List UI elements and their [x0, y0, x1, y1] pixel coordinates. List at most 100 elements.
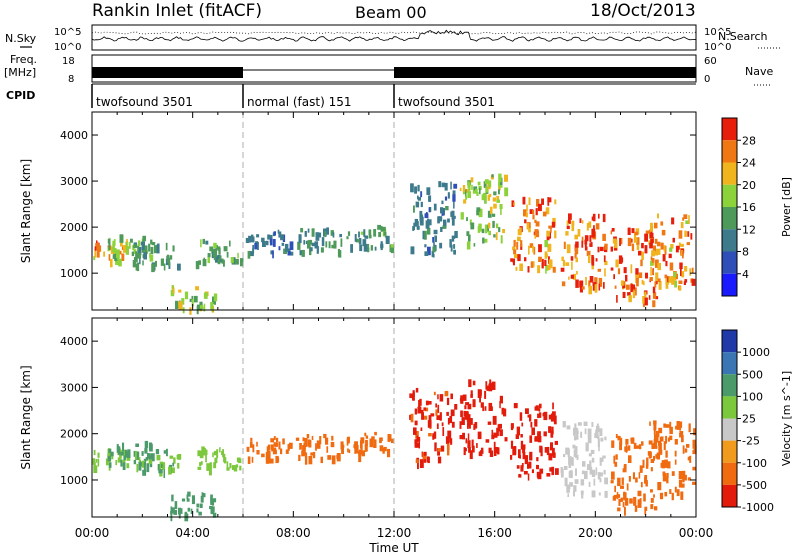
data-cell: [468, 379, 472, 388]
data-cell: [598, 443, 600, 452]
data-cell: [196, 503, 200, 508]
data-cell: [621, 477, 624, 485]
data-cell: [144, 440, 149, 449]
data-cell: [615, 259, 619, 268]
data-cell: [276, 437, 279, 443]
data-cell: [574, 435, 579, 440]
data-cell: [126, 451, 130, 458]
colorbar-swatch: [722, 118, 737, 141]
data-cell: [627, 292, 631, 296]
data-cell: [462, 432, 465, 440]
data-cell: [478, 451, 483, 457]
data-cell: [305, 452, 308, 459]
data-cell: [212, 498, 217, 503]
data-cell: [665, 281, 669, 289]
data-cell: [682, 445, 685, 454]
data-cell: [687, 477, 691, 481]
data-cell: [295, 437, 300, 441]
cpid-label: CPID: [6, 89, 35, 102]
data-cell: [116, 444, 119, 453]
data-cell: [459, 421, 462, 429]
cpid-segment-label: twofsound 3501: [96, 95, 193, 109]
data-cell: [586, 464, 591, 471]
data-cell: [250, 437, 253, 442]
data-cell: [671, 276, 675, 285]
data-cell: [598, 492, 601, 496]
x-axis: 00:00 04:00 08:00 12:00 16:00 20:00 00:00: [75, 526, 714, 540]
data-cell: [589, 466, 593, 475]
data-cell: [186, 498, 190, 502]
data-cell: [108, 254, 111, 261]
data-cell: [595, 467, 598, 476]
data-cell: [330, 441, 335, 448]
data-cell: [534, 219, 537, 223]
data-cell: [467, 403, 472, 410]
data-cell: [657, 278, 661, 283]
data-cell: [529, 209, 534, 214]
data-cell: [516, 465, 520, 469]
data-cell: [420, 191, 423, 198]
data-cell: [650, 256, 653, 261]
data-cell: [617, 477, 621, 487]
data-cell: [662, 473, 667, 482]
data-cell: [177, 454, 182, 460]
data-cell: [95, 458, 98, 463]
data-cell: [667, 461, 671, 469]
data-cell: [619, 237, 621, 246]
data-cell: [528, 245, 530, 255]
data-cell: [172, 245, 175, 252]
data-cell: [543, 411, 548, 421]
y-axis-label: Slant Range [km]: [19, 159, 33, 263]
data-cell: [245, 237, 250, 243]
data-cell: [141, 460, 146, 468]
data-cell: [310, 452, 314, 456]
data-cell: [446, 444, 450, 450]
data-cell: [311, 435, 314, 440]
data-cell: [290, 251, 294, 256]
data-cell: [138, 457, 141, 466]
data-cell: [330, 230, 334, 236]
data-cell: [229, 240, 231, 247]
data-cell: [648, 229, 651, 238]
data-cell: [654, 434, 657, 442]
data-cell: [439, 242, 443, 249]
data-cell: [198, 260, 201, 265]
data-cell: [137, 240, 141, 247]
data-cell: [300, 228, 304, 233]
data-cell: [309, 247, 312, 256]
data-cell: [665, 435, 667, 444]
data-cell: [531, 427, 535, 436]
data-cell: [191, 295, 194, 300]
data-cell: [223, 259, 225, 267]
data-cell: [469, 418, 473, 425]
data-cell: [532, 210, 535, 215]
data-cell: [685, 220, 689, 224]
data-cell: [211, 303, 214, 312]
data-cell: [427, 401, 432, 405]
data-cell: [538, 244, 542, 253]
data-cell: [323, 433, 327, 439]
data-cell: [591, 457, 595, 463]
data-cell: [617, 507, 621, 512]
data-cell: [437, 456, 442, 464]
data-cell: [133, 450, 136, 457]
x-tick-label: 12:00: [377, 526, 412, 540]
data-cell: [436, 415, 441, 420]
data-cell: [614, 461, 618, 467]
data-cell: [542, 258, 544, 266]
colorbar-label: Velocity [m s^-1]: [780, 371, 793, 466]
data-cell: [201, 493, 206, 498]
data-cell: [547, 197, 550, 206]
data-cell: [523, 209, 527, 217]
data-cell: [619, 437, 623, 445]
data-cell: [546, 473, 551, 477]
data-cell: [657, 262, 661, 271]
data-cell: [316, 246, 319, 254]
data-cell: [580, 479, 585, 486]
data-cell: [657, 213, 659, 219]
data-cell: [178, 289, 182, 293]
data-cell: [355, 239, 360, 243]
data-cell: [585, 442, 589, 452]
data-cell: [524, 219, 527, 224]
data-cell: [331, 435, 334, 441]
